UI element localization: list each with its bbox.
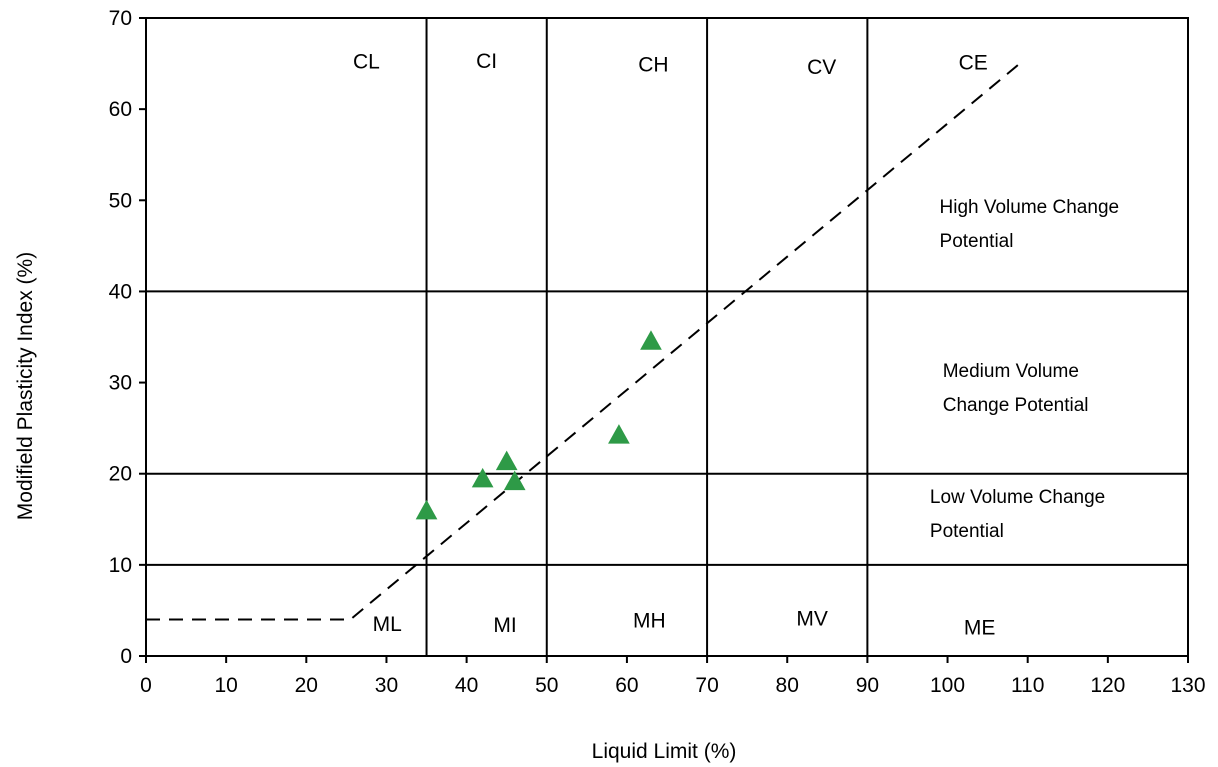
region-label: Medium Volume Change Potential <box>943 361 1089 416</box>
x-tick-label: 10 <box>214 674 237 697</box>
y-tick-label: 40 <box>109 280 132 303</box>
x-tick-label: 130 <box>1170 674 1205 697</box>
data-points <box>417 331 661 519</box>
zone-label-cv: CV <box>807 56 836 79</box>
region-label: Low Volume Change Potential <box>930 487 1105 542</box>
zone-label-ci: CI <box>476 50 497 73</box>
x-axis-title: Liquid Limit (%) <box>592 740 737 763</box>
x-tick-label: 20 <box>295 674 318 697</box>
zone-label-mv: MV <box>796 608 828 631</box>
region-label-line: High Volume Change <box>940 197 1120 218</box>
y-tick-label: 60 <box>109 98 132 121</box>
x-tick-label: 30 <box>375 674 398 697</box>
zone-label-me: ME <box>964 617 996 640</box>
y-tick-label: 10 <box>109 554 132 577</box>
x-tick-label: 90 <box>856 674 879 697</box>
zone-label-ml: ML <box>373 613 402 636</box>
data-point-triangle <box>417 501 437 519</box>
region-label-line: Potential <box>930 521 1004 542</box>
a-line <box>146 64 1020 620</box>
y-tick-label: 20 <box>109 463 132 486</box>
y-tick-label: 0 <box>120 645 132 668</box>
zone-label-ch: CH <box>638 53 668 76</box>
x-tick-label: 60 <box>615 674 638 697</box>
x-tick-label: 110 <box>1011 674 1044 697</box>
region-label-line: Low Volume Change <box>930 487 1105 508</box>
zone-label-ce: CE <box>959 52 988 75</box>
y-tick-label: 30 <box>109 372 132 395</box>
x-tick-label: 80 <box>776 674 799 697</box>
data-point-triangle <box>473 469 493 487</box>
zone-boundaries <box>146 18 1188 656</box>
x-tick-label: 40 <box>455 674 478 697</box>
zone-label-mh: MH <box>633 609 666 632</box>
data-point-triangle <box>609 425 629 443</box>
y-tick-label: 50 <box>109 189 132 212</box>
region-labels: High Volume Change Potential Medium Volume… <box>930 197 1119 542</box>
plot-frame <box>146 18 1188 656</box>
a-line-layer <box>146 64 1020 620</box>
x-tick-label: 100 <box>930 674 965 697</box>
axis-ticks: 0 10 20 30 40 50 60 70 80 90 100 110 120 130 0 10 20 30 40… <box>109 7 1206 697</box>
x-tick-label: 70 <box>695 674 718 697</box>
x-tick-label: 120 <box>1090 674 1125 697</box>
zone-labels: CL CI CH CV CE ML MI MH MV ME <box>353 50 995 640</box>
zone-label-cl: CL <box>353 51 380 74</box>
region-label: High Volume Change Potential <box>940 197 1120 252</box>
region-label-line: Change Potential <box>943 395 1089 416</box>
plot-border <box>146 18 1188 656</box>
zone-label-mi: MI <box>493 614 516 637</box>
data-point-triangle <box>497 452 517 470</box>
data-point-triangle <box>641 331 661 349</box>
y-axis-title: Modifield Plasticity Index (%) <box>14 252 37 520</box>
region-label-line: Medium Volume <box>943 361 1079 382</box>
region-label-line: Potential <box>940 231 1014 252</box>
x-tick-label: 0 <box>140 674 152 697</box>
y-tick-label: 70 <box>109 7 132 30</box>
x-tick-label: 50 <box>535 674 558 697</box>
